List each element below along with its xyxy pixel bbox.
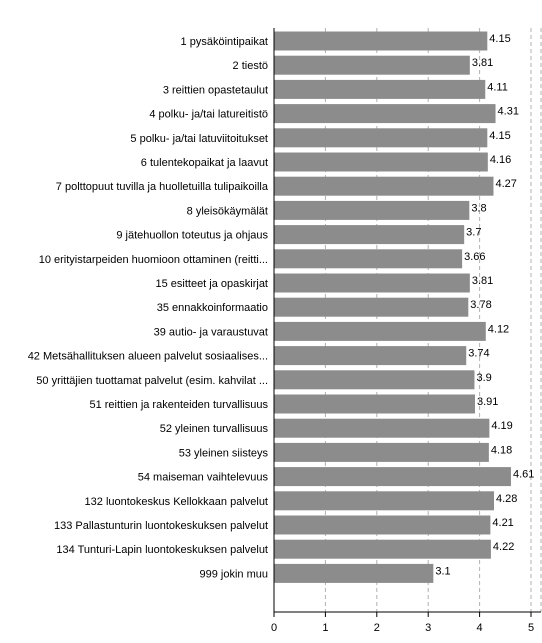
x-tick-label: 1 xyxy=(322,622,328,634)
bar xyxy=(274,491,494,511)
value-label: 3.9 xyxy=(476,372,491,384)
value-label: 4.22 xyxy=(493,541,514,553)
category-label: 51 reittien ja rakenteiden turvallisuus xyxy=(89,399,268,411)
category-label: 15 esitteet ja opaskirjat xyxy=(155,278,268,290)
bar xyxy=(274,273,470,293)
category-label: 4 polku- ja/tai latureitistö xyxy=(149,109,268,121)
category-label: 132 luontokeskus Kellokkaan palvelut xyxy=(85,496,268,508)
category-label: 10 erityistarpeiden huomioon ottaminen (… xyxy=(39,254,268,266)
x-tick-label: 2 xyxy=(374,622,380,634)
category-label: 999 jokin muu xyxy=(200,568,269,580)
value-label: 4.21 xyxy=(492,517,513,529)
value-labels: 4.15 3.81 4.11 4.31 4.15 4.16 4.27 3.8 3.7 3.66 3.… xyxy=(435,33,534,577)
value-label: 4.61 xyxy=(513,469,534,481)
bars xyxy=(274,31,511,583)
bar xyxy=(274,104,496,124)
value-label: 3.91 xyxy=(477,396,498,408)
value-label: 4.27 xyxy=(495,178,516,190)
category-label: 50 yrittäjien tuottamat palvelut (esim. … xyxy=(36,375,268,387)
x-tick-label: 0 xyxy=(271,622,277,634)
bar xyxy=(274,297,469,317)
bar xyxy=(274,563,434,583)
value-label: 4.28 xyxy=(496,493,517,505)
value-label: 4.19 xyxy=(491,420,512,432)
category-label: 3 reittien opastetaulut xyxy=(163,84,268,96)
bar xyxy=(274,31,488,51)
bar xyxy=(274,55,470,75)
value-label: 3.7 xyxy=(466,227,481,239)
value-label: 3.81 xyxy=(472,57,493,69)
category-label: 5 polku- ja/tai latuviitoitukset xyxy=(130,133,268,145)
bar xyxy=(274,152,488,172)
bar xyxy=(274,346,467,366)
category-label: 1 pysäköintipaikat xyxy=(181,36,268,48)
x-tick-label: 4 xyxy=(477,622,483,634)
bar xyxy=(274,394,475,414)
value-label: 4.31 xyxy=(498,106,519,118)
value-label: 4.16 xyxy=(490,154,511,166)
bar xyxy=(274,321,486,341)
category-label: 35 ennakkoinformaatio xyxy=(157,302,268,314)
value-label: 4.11 xyxy=(487,81,508,93)
category-label: 133 Pallastunturin luontokeskuksen palve… xyxy=(54,520,268,532)
bar xyxy=(274,442,489,462)
value-label: 3.1 xyxy=(435,565,450,577)
grid-lines xyxy=(324,28,542,612)
category-label: 52 yleinen turvallisuus xyxy=(160,423,269,435)
category-label: 9 jätehuollon toteutus ja ohjaus xyxy=(116,230,268,242)
value-label: 3.74 xyxy=(468,348,489,360)
category-label: 39 autio- ja varaustuvat xyxy=(154,326,268,338)
value-label: 4.18 xyxy=(491,444,512,456)
category-label: 7 polttopuut tuvilla ja huolletuilla tul… xyxy=(56,181,269,193)
bar xyxy=(274,176,494,196)
category-label: 54 maiseman vaihtelevuus xyxy=(138,472,269,484)
category-label: 134 Tunturi-Lapin luontokeskuksen palvel… xyxy=(56,544,268,556)
value-label: 4.15 xyxy=(489,130,510,142)
bar xyxy=(274,539,491,559)
category-label: 8 yleisökäymälät xyxy=(187,205,268,217)
bar xyxy=(274,418,490,438)
bar xyxy=(274,128,488,148)
value-label: 3.78 xyxy=(470,299,491,311)
bar xyxy=(274,515,491,535)
bar xyxy=(274,467,511,487)
value-label: 3.8 xyxy=(471,202,486,214)
category-labels: 1 pysäköintipaikat 2 tiestö 3 reittien opa… xyxy=(28,36,269,580)
value-label: 3.66 xyxy=(464,251,485,263)
bar xyxy=(274,79,486,99)
bar xyxy=(274,370,475,390)
value-label: 4.15 xyxy=(489,33,510,45)
x-tick-label: 5 xyxy=(528,622,534,634)
x-axis: 0 1 2 3 4 5 xyxy=(271,28,541,634)
category-label: 42 Metsähallituksen alueen palvelut sosi… xyxy=(28,351,268,363)
value-label: 3.81 xyxy=(472,275,493,287)
value-label: 4.12 xyxy=(488,323,509,335)
category-label: 2 tiestö xyxy=(233,60,268,72)
x-tick-label: 3 xyxy=(425,622,431,634)
bar xyxy=(274,225,465,245)
category-label: 6 tulentekopaikat ja laavut xyxy=(141,157,268,169)
category-label: 53 yleinen siisteys xyxy=(179,447,269,459)
bar xyxy=(274,249,463,269)
bar xyxy=(274,200,470,220)
